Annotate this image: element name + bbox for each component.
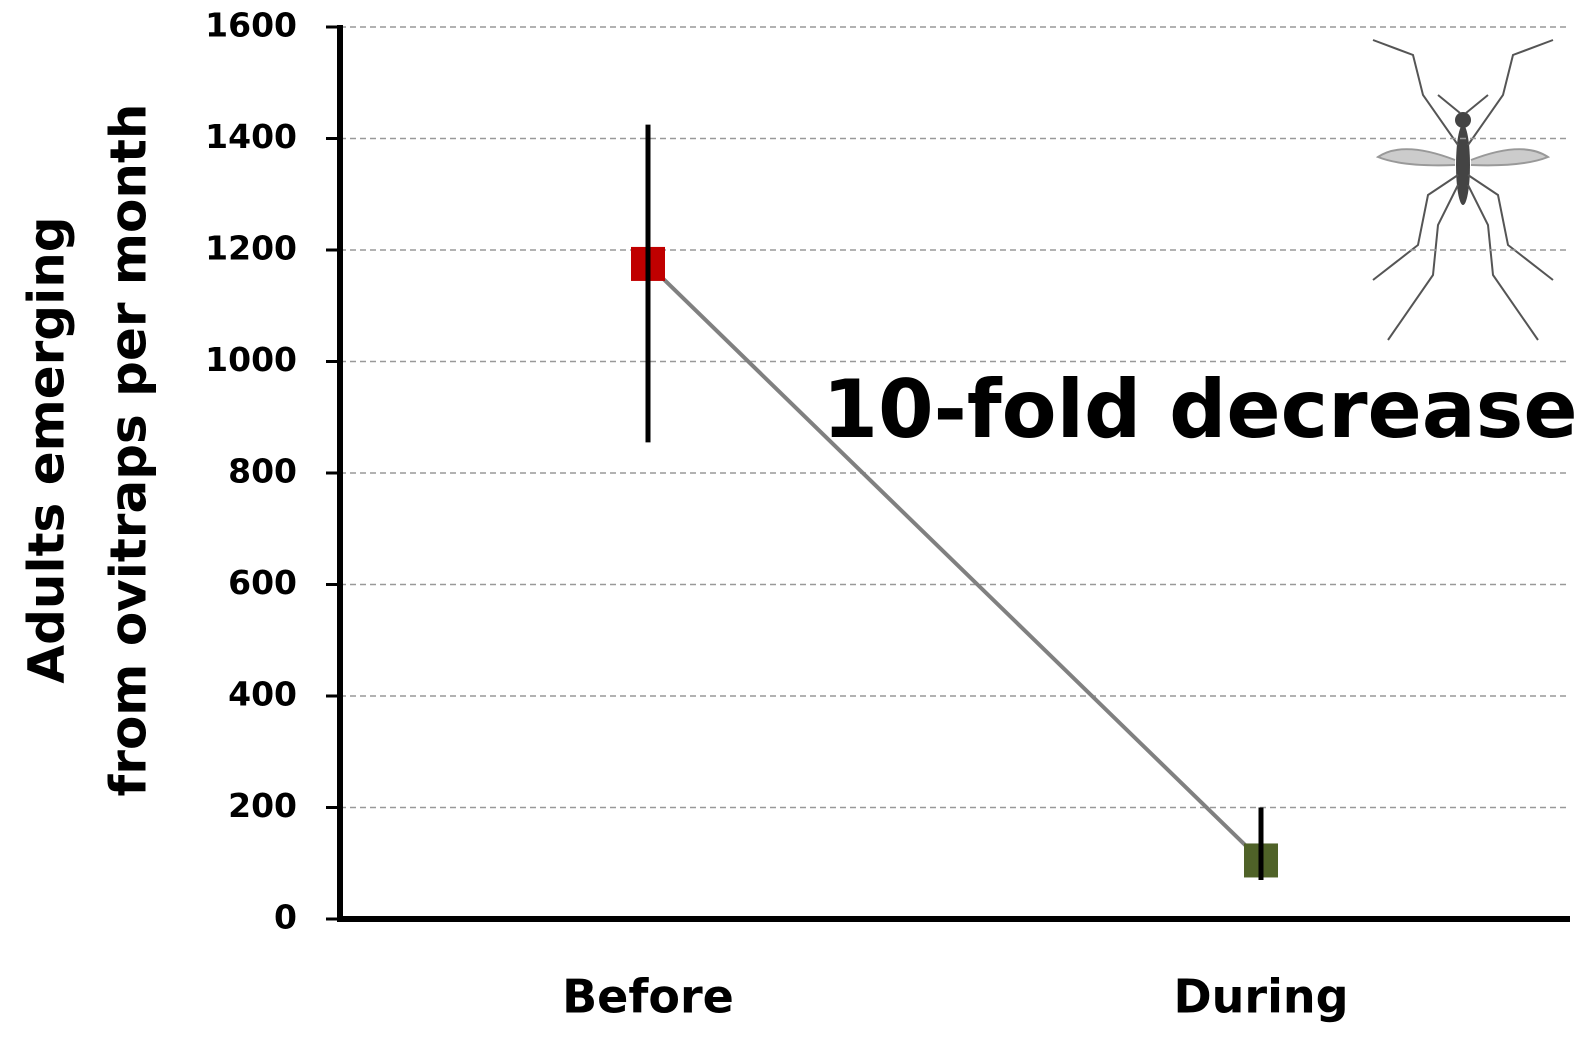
x-tick-label: During (1173, 970, 1348, 1024)
annotation: 10-fold decrease (822, 363, 1577, 456)
y-tick-label: 600 (228, 563, 297, 602)
mosquito-illustration (1372, 39, 1554, 341)
y-tick-label: 1600 (205, 6, 297, 45)
y-tick-label: 200 (228, 786, 297, 825)
x-tick-label: Before (562, 970, 734, 1024)
y-tick-label: 400 (228, 675, 297, 714)
series-line (646, 262, 1263, 862)
y-tick-label: 0 (274, 898, 297, 937)
y-tick-label: 1200 (205, 229, 297, 268)
plot: 0 200 400 600 800 1000 1200 1400 1600 Adults emer… (18, 6, 1570, 1024)
y-tick-label: 800 (228, 452, 297, 491)
y-axis-title: from ovitraps per month (100, 104, 158, 797)
y-axis-title: Adults emerging (18, 216, 76, 683)
y-tick-label: 1400 (205, 117, 297, 156)
y-tick-label: 1000 (205, 340, 297, 379)
